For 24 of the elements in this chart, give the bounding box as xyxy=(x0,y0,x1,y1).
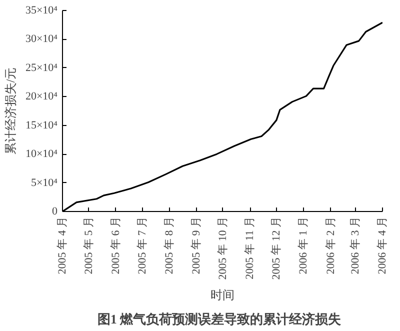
x-tick-label: 2005 年 11 月 xyxy=(244,216,256,280)
y-tick-label: 15×10⁴ xyxy=(25,119,58,132)
y-tick-label: 0 xyxy=(52,206,58,218)
x-tick-label: 2005 年 6 月 xyxy=(110,216,122,274)
x-tick-label: 2005 年 9 月 xyxy=(190,216,203,274)
x-tick-label: 2006 年 2 月 xyxy=(324,216,337,274)
y-tick-label: 5×10⁴ xyxy=(30,176,58,189)
x-tick-label: 2005 年 5 月 xyxy=(82,216,95,274)
x-tick-label: 2005 年 7 月 xyxy=(136,216,148,274)
x-axis-title: 时间 xyxy=(210,288,234,302)
x-tick-label: 2005 年 12 月 xyxy=(270,216,282,280)
y-axis-title: 累计经济损失/元 xyxy=(3,67,18,155)
text: 图1 燃气负荷预测误差导致的累计经济损失 xyxy=(97,312,342,326)
x-tick-label: 2005 年 4 月 xyxy=(56,216,68,274)
y-tick-label: 35×10⁴ xyxy=(25,4,58,16)
y-tick-label: 20×10⁴ xyxy=(25,90,58,103)
x-tick-label: 2005 年 10 月 xyxy=(216,216,229,280)
x-tick-label: 2005 年 8 月 xyxy=(163,216,176,274)
x-tick-label: 2006 年 3 月 xyxy=(349,216,362,274)
x-tick-label: 2006 年 4 月 xyxy=(376,216,388,274)
y-tick-label: 30×10⁴ xyxy=(25,33,58,46)
y-tick-label: 25×10⁴ xyxy=(25,62,58,74)
y-tick-label: 10×10⁴ xyxy=(25,148,58,160)
x-tick-label: 2006 年 1 月 xyxy=(298,216,310,274)
